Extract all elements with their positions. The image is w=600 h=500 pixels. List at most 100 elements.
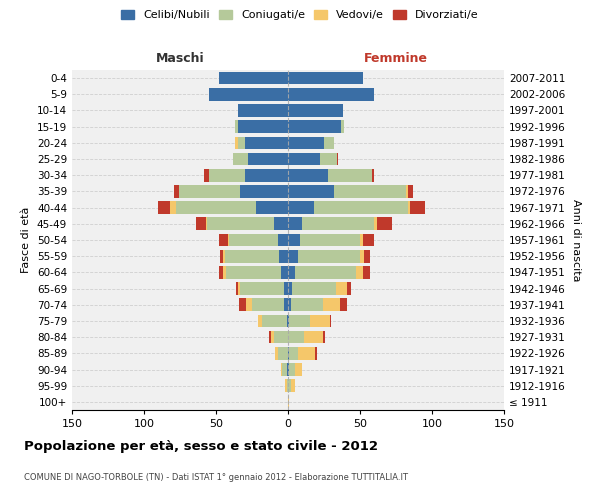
Legend: Celibi/Nubili, Coniugati/e, Vedovi/e, Divorziati/e: Celibi/Nubili, Coniugati/e, Vedovi/e, Di… bbox=[117, 6, 483, 25]
Bar bbox=[328, 169, 371, 181]
Bar bbox=[238, 136, 245, 149]
Bar bbox=[274, 331, 288, 344]
Bar bbox=[229, 234, 278, 246]
Bar bbox=[233, 152, 248, 166]
Bar bbox=[206, 218, 208, 230]
Bar bbox=[291, 380, 295, 392]
Bar bbox=[288, 363, 289, 376]
Bar bbox=[295, 363, 302, 376]
Bar bbox=[291, 298, 323, 311]
Bar bbox=[363, 266, 370, 278]
Bar bbox=[235, 136, 238, 149]
Bar bbox=[288, 152, 320, 166]
Bar bbox=[235, 120, 238, 133]
Bar bbox=[288, 218, 302, 230]
Bar bbox=[287, 314, 288, 328]
Bar bbox=[410, 202, 425, 214]
Bar bbox=[289, 314, 310, 328]
Bar bbox=[288, 250, 298, 262]
Bar bbox=[360, 234, 363, 246]
Bar bbox=[337, 152, 338, 166]
Bar bbox=[288, 72, 363, 85]
Bar bbox=[288, 104, 343, 117]
Bar bbox=[284, 298, 288, 311]
Bar bbox=[219, 266, 223, 278]
Bar bbox=[295, 266, 356, 278]
Bar bbox=[288, 396, 289, 408]
Bar bbox=[288, 314, 289, 328]
Bar bbox=[245, 169, 288, 181]
Bar bbox=[223, 266, 226, 278]
Bar bbox=[288, 202, 314, 214]
Bar bbox=[176, 202, 256, 214]
Bar bbox=[241, 282, 284, 295]
Bar bbox=[288, 298, 291, 311]
Bar bbox=[288, 234, 299, 246]
Bar bbox=[288, 120, 341, 133]
Bar bbox=[246, 298, 252, 311]
Bar bbox=[330, 314, 331, 328]
Bar bbox=[239, 298, 246, 311]
Text: Maschi: Maschi bbox=[155, 52, 205, 65]
Bar bbox=[238, 282, 241, 295]
Text: Femmine: Femmine bbox=[364, 52, 428, 65]
Bar bbox=[223, 250, 224, 262]
Bar bbox=[335, 282, 347, 295]
Bar bbox=[310, 314, 330, 328]
Bar bbox=[287, 380, 288, 392]
Bar bbox=[364, 250, 370, 262]
Bar bbox=[406, 185, 407, 198]
Bar bbox=[258, 314, 262, 328]
Bar bbox=[407, 185, 413, 198]
Bar bbox=[341, 120, 344, 133]
Bar bbox=[269, 331, 271, 344]
Bar bbox=[363, 234, 374, 246]
Bar bbox=[314, 202, 407, 214]
Bar bbox=[220, 250, 223, 262]
Bar bbox=[256, 202, 288, 214]
Bar bbox=[274, 218, 288, 230]
Y-axis label: Fasce di età: Fasce di età bbox=[22, 207, 31, 273]
Bar bbox=[304, 331, 323, 344]
Bar bbox=[298, 250, 360, 262]
Bar bbox=[323, 331, 325, 344]
Bar bbox=[219, 72, 288, 85]
Bar bbox=[179, 185, 241, 198]
Bar bbox=[288, 169, 328, 181]
Bar bbox=[347, 282, 352, 295]
Bar bbox=[281, 363, 282, 376]
Bar bbox=[275, 347, 278, 360]
Bar bbox=[287, 363, 288, 376]
Bar bbox=[170, 202, 176, 214]
Bar bbox=[407, 202, 410, 214]
Bar bbox=[278, 347, 288, 360]
Bar bbox=[299, 234, 360, 246]
Bar bbox=[248, 152, 288, 166]
Bar bbox=[320, 152, 337, 166]
Bar bbox=[262, 314, 287, 328]
Bar bbox=[282, 363, 287, 376]
Bar bbox=[334, 185, 406, 198]
Bar bbox=[280, 250, 288, 262]
Bar bbox=[298, 347, 316, 360]
Bar bbox=[209, 169, 245, 181]
Bar bbox=[196, 218, 206, 230]
Bar bbox=[284, 282, 288, 295]
Bar bbox=[323, 298, 340, 311]
Bar bbox=[288, 185, 334, 198]
Bar bbox=[238, 120, 288, 133]
Bar bbox=[252, 298, 284, 311]
Bar bbox=[236, 282, 238, 295]
Bar bbox=[288, 88, 374, 101]
Bar bbox=[285, 380, 287, 392]
Bar bbox=[374, 218, 377, 230]
Bar bbox=[316, 347, 317, 360]
Bar bbox=[205, 169, 209, 181]
Text: Popolazione per età, sesso e stato civile - 2012: Popolazione per età, sesso e stato civil… bbox=[24, 440, 378, 453]
Bar bbox=[281, 266, 288, 278]
Bar bbox=[356, 266, 363, 278]
Bar bbox=[302, 218, 374, 230]
Bar bbox=[288, 347, 289, 360]
Bar bbox=[174, 185, 179, 198]
Bar bbox=[158, 202, 170, 214]
